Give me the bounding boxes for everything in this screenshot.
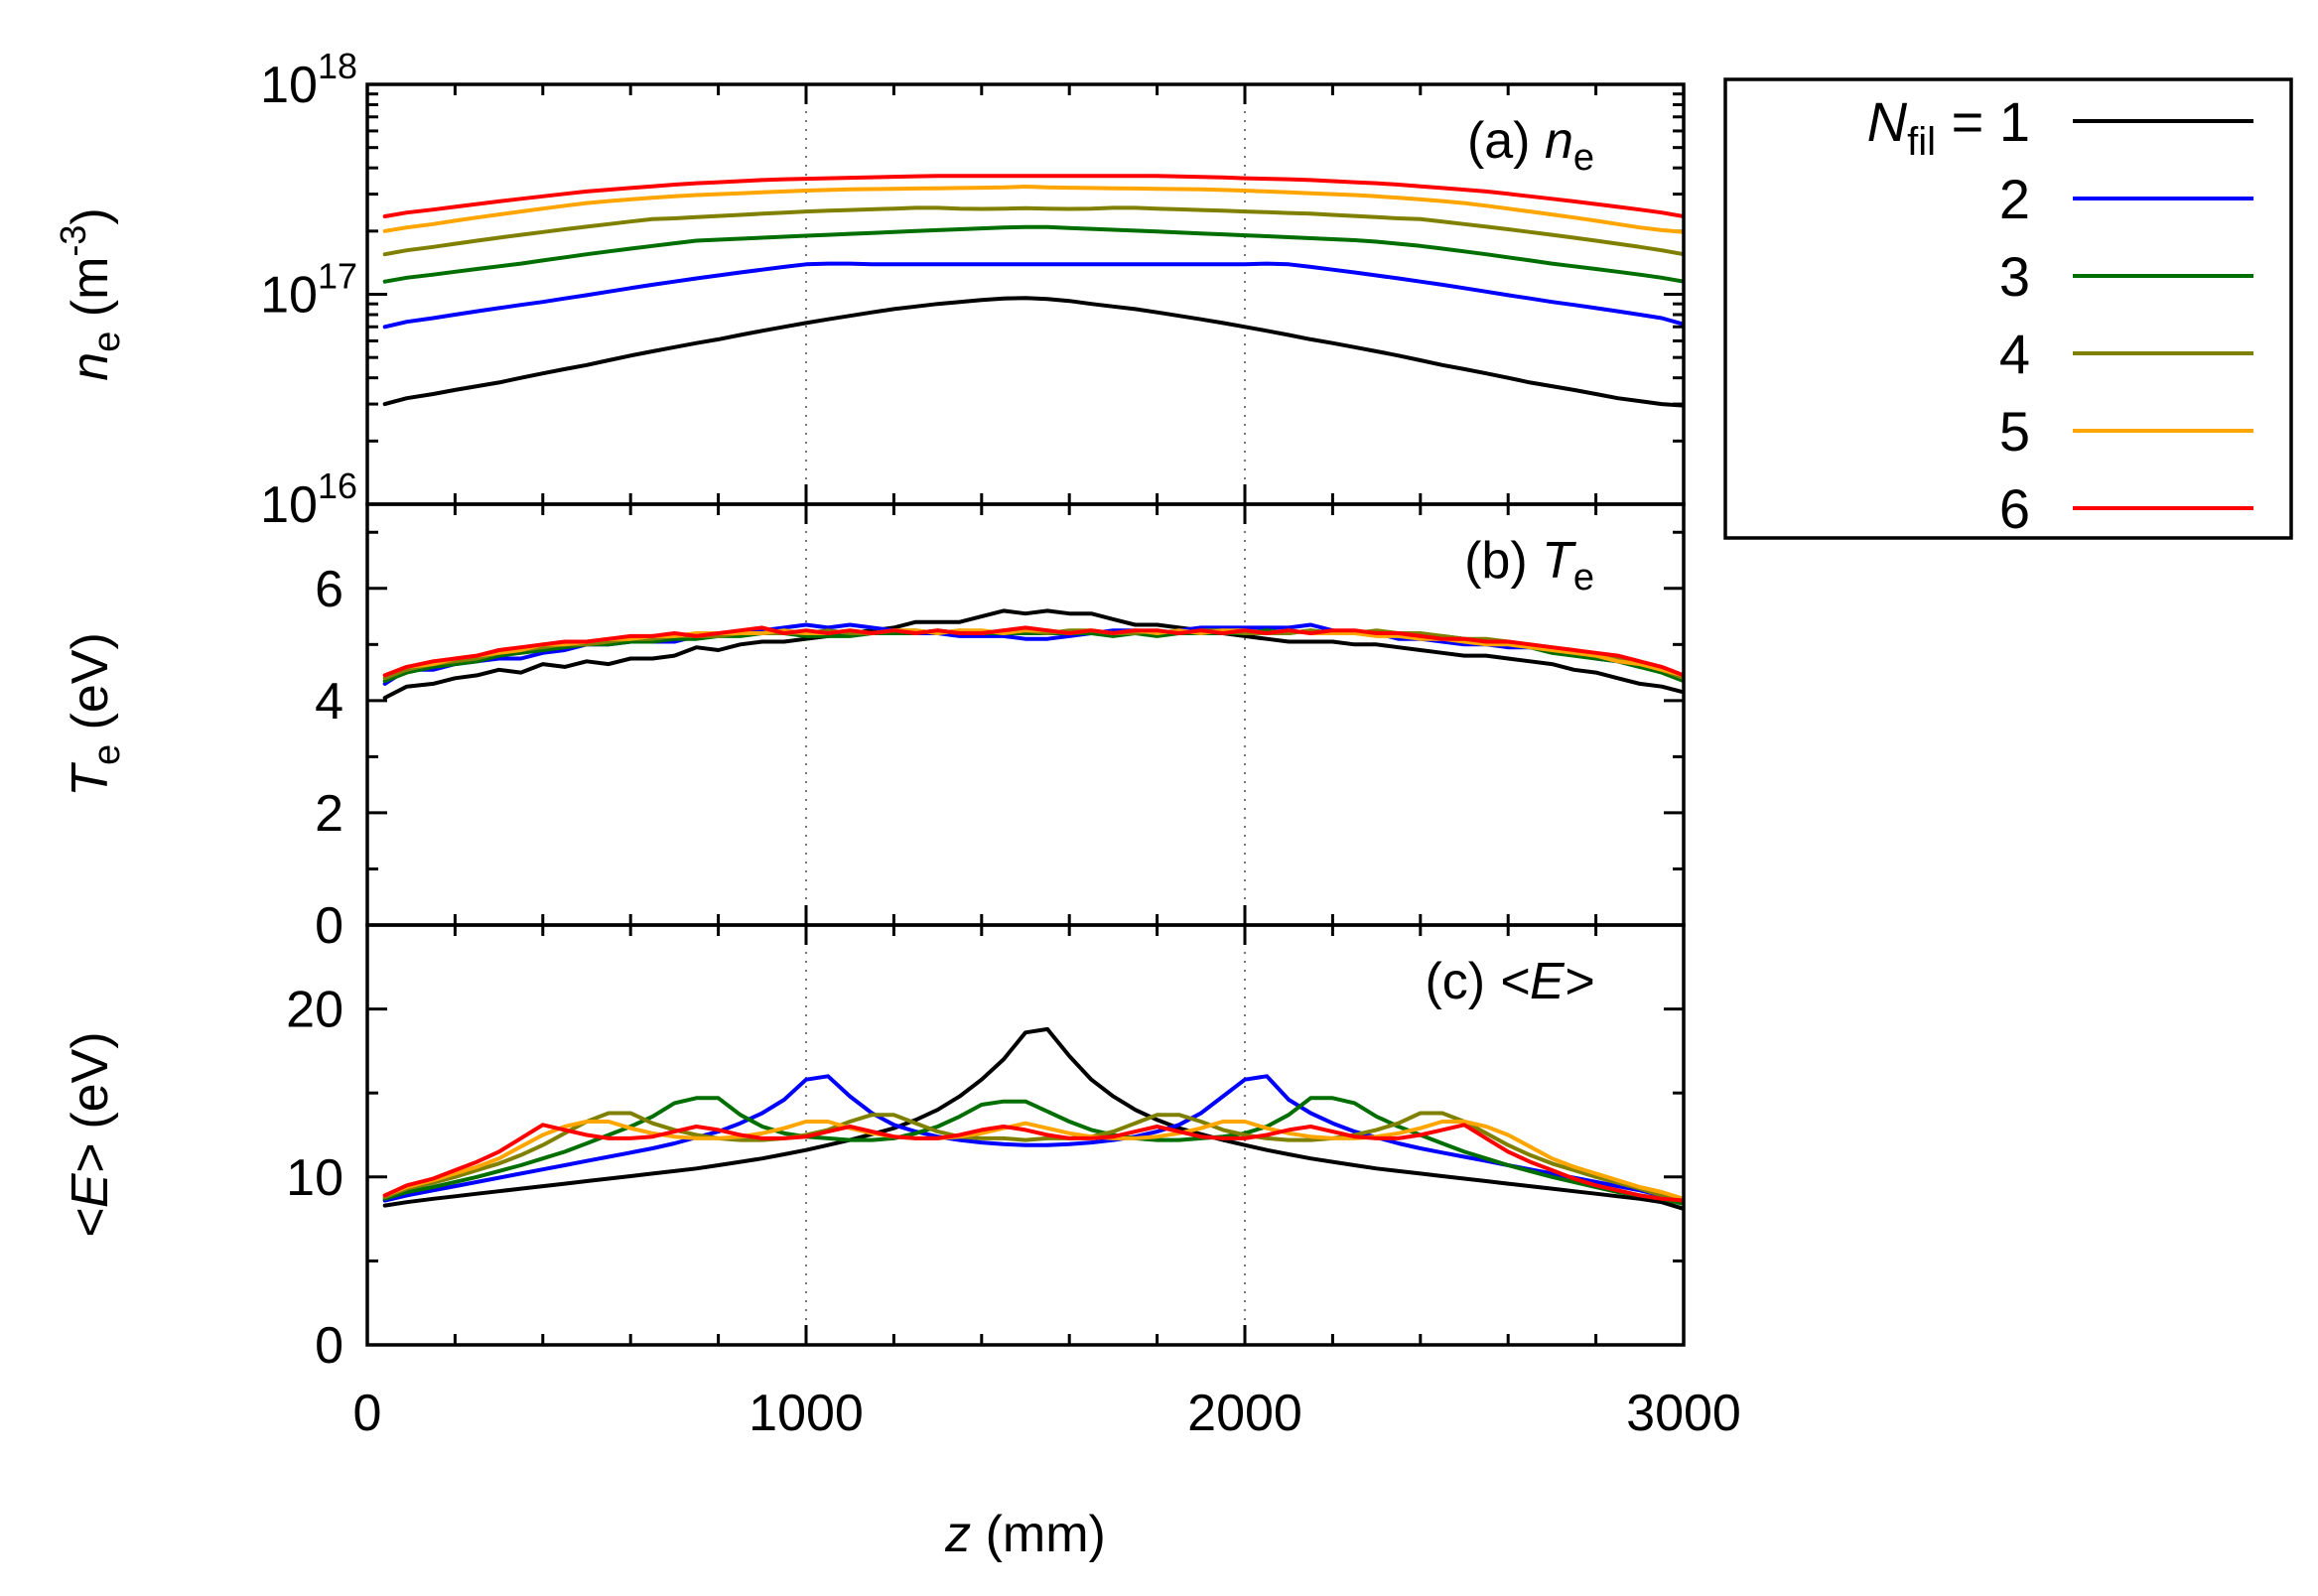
y-axis-label: <E> (eV) bbox=[62, 1031, 119, 1238]
panel-b: 0 2 4 6 (b) Te Te (eV) bbox=[62, 502, 1686, 955]
series-line-2 bbox=[382, 261, 1684, 330]
y-tick-label: 6 bbox=[315, 561, 343, 618]
legend-item-6: 6 bbox=[1999, 477, 2253, 540]
series-line-5 bbox=[382, 185, 1684, 234]
panel-c: 0 10 20 (c) <E> <E> (eV) bbox=[62, 923, 1686, 1375]
y-tick-label: 20 bbox=[286, 982, 343, 1039]
y-tick-label: 0 bbox=[315, 897, 343, 955]
x-tick-label: 3000 bbox=[1626, 1385, 1741, 1442]
legend-label: 5 bbox=[1999, 400, 2030, 463]
legend-label: 3 bbox=[1999, 245, 2030, 308]
y-tick-label: 10 bbox=[286, 1149, 343, 1207]
y-tick-label: 1017 bbox=[260, 256, 357, 325]
y-tick-label: 1016 bbox=[260, 466, 357, 534]
y-tick-label: 4 bbox=[315, 673, 343, 731]
legend-item-1: Nfil = 1 bbox=[1867, 90, 2253, 164]
series-line-6 bbox=[382, 1123, 1684, 1203]
legend-item-5: 5 bbox=[1999, 400, 2253, 463]
panel-label: (a) ne bbox=[1467, 112, 1594, 179]
y-tick-label: 0 bbox=[315, 1317, 343, 1375]
legend-label: Nfil = 1 bbox=[1867, 90, 2030, 164]
series-line-3 bbox=[382, 1096, 1684, 1206]
series-line-6 bbox=[382, 174, 1684, 218]
series-line-1 bbox=[382, 608, 1684, 700]
plot-frame bbox=[365, 923, 1686, 1347]
y-axis-label: Te (eV) bbox=[62, 632, 128, 797]
legend-item-4: 4 bbox=[1999, 323, 2253, 385]
series-line-4 bbox=[382, 205, 1684, 257]
panel-a: 1016 1017 1018 (a) ne ne (m-3) bbox=[53, 46, 1686, 534]
legend-item-3: 3 bbox=[1999, 245, 2253, 308]
legend-box bbox=[1723, 77, 2293, 540]
legend-label: 4 bbox=[1999, 323, 2030, 385]
series-line-2 bbox=[382, 1074, 1684, 1205]
y-axis-label: ne (m-3) bbox=[53, 207, 128, 381]
y-tick-label: 1018 bbox=[260, 46, 357, 114]
legend-label: 6 bbox=[1999, 477, 2030, 540]
x-axis-label: z (mm) bbox=[944, 1506, 1106, 1563]
x-tick-label: 0 bbox=[353, 1385, 382, 1442]
series-line-6 bbox=[382, 625, 1684, 678]
series-line-1 bbox=[382, 296, 1684, 408]
legend-item-2: 2 bbox=[1999, 168, 2253, 230]
x-tick-label: 1000 bbox=[749, 1385, 864, 1442]
legend-label: 2 bbox=[1999, 168, 2030, 230]
panel-label: (c) <E> bbox=[1425, 953, 1594, 1010]
y-tick-label: 2 bbox=[315, 785, 343, 843]
series-line-1 bbox=[382, 1026, 1684, 1211]
panel-label: (b) Te bbox=[1464, 532, 1594, 598]
x-tick-label: 2000 bbox=[1187, 1385, 1302, 1442]
series-line-5 bbox=[382, 1120, 1684, 1201]
series-line-3 bbox=[382, 224, 1684, 284]
